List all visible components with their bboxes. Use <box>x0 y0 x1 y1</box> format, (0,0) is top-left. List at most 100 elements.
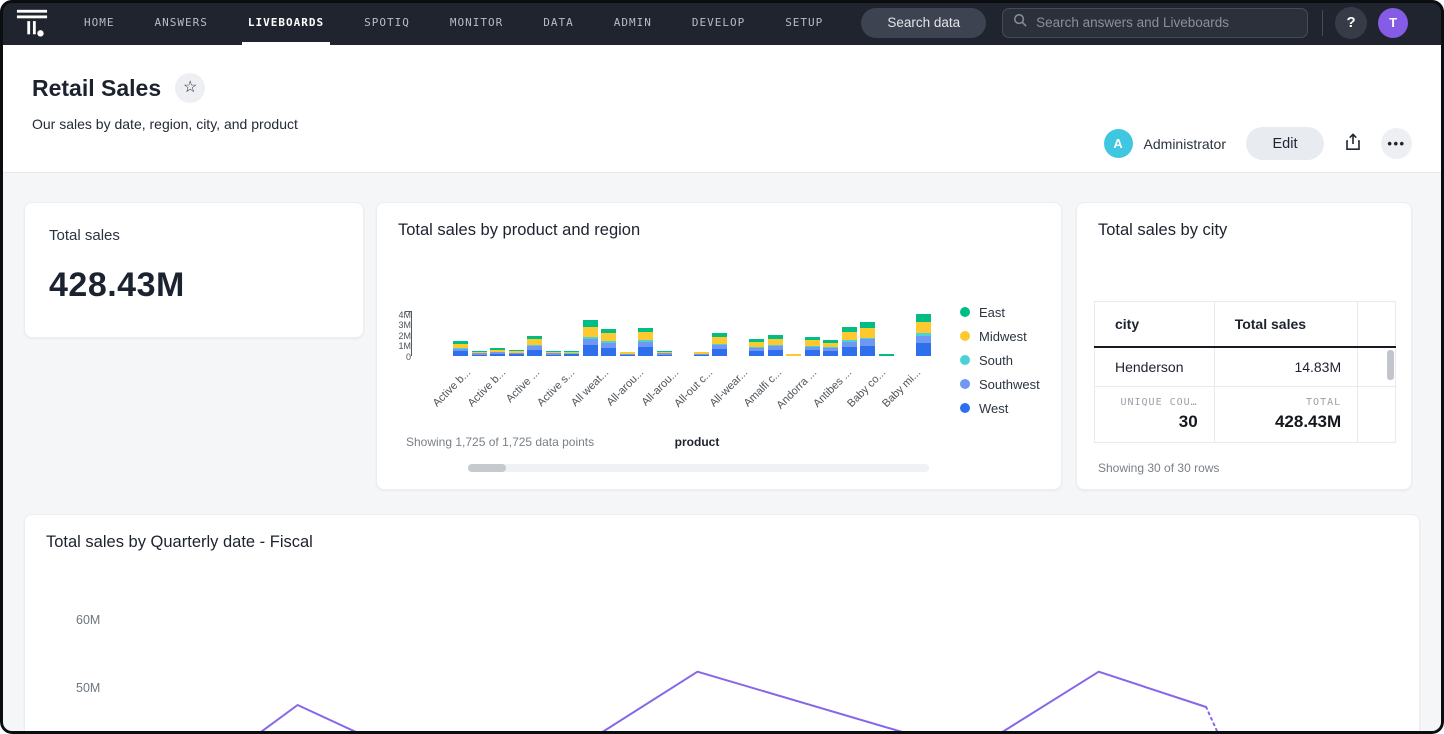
liveboard-header: Retail Sales ☆ Our sales by date, region… <box>0 45 1444 173</box>
user-avatar[interactable]: T <box>1378 7 1409 38</box>
line-chart-card[interactable]: Total sales by Quarterly date - Fiscal 6… <box>24 514 1420 734</box>
nav-item-monitor[interactable]: MONITOR <box>449 16 504 29</box>
author-avatar: A <box>1103 129 1133 158</box>
legend-label: Southwest <box>979 376 1040 392</box>
legend-item-southwest[interactable]: Southwest <box>960 372 1040 396</box>
city-sales-table: city Total sales Henderson 14.83M UNIQUE… <box>1094 301 1396 443</box>
bar-chart-card[interactable]: Total sales by product and region 4M 3M 2M… <box>376 202 1062 490</box>
stacked-bar[interactable] <box>656 350 672 356</box>
stacked-bar[interactable] <box>508 349 524 356</box>
legend-item-midwest[interactable]: Midwest <box>960 324 1040 348</box>
stacked-bar[interactable] <box>564 350 579 356</box>
stacked-bar[interactable] <box>786 354 801 356</box>
bar-y-tick: 2M <box>398 330 411 341</box>
bar-chart-axis-tick <box>405 311 411 312</box>
table-row[interactable]: Henderson 14.83M <box>1094 346 1396 387</box>
bar-y-tick: 4M <box>398 309 411 320</box>
stacked-bar[interactable] <box>490 348 505 356</box>
kpi-card-total-sales[interactable]: Total sales 428.43M <box>24 202 364 338</box>
stacked-bar[interactable] <box>804 337 820 356</box>
stacked-bar[interactable] <box>749 338 764 356</box>
nav-item-answers[interactable]: ANSWERS <box>154 16 208 29</box>
legend-item-south[interactable]: South <box>960 348 1040 372</box>
table-summary-row: UNIQUE COU… 30 TOTAL 428.43M <box>1094 386 1396 443</box>
search-data-button[interactable]: Search data <box>861 7 987 38</box>
table-card[interactable]: Total sales by city city Total sales Hen… <box>1076 202 1412 490</box>
sales-line-series[interactable] <box>1205 706 1220 734</box>
y-tick-50m: 50M <box>76 681 101 695</box>
nav-item-home[interactable]: HOME <box>84 16 115 29</box>
stacked-bar[interactable] <box>453 341 468 356</box>
cell-total-sales[interactable]: 14.83M <box>1213 346 1358 387</box>
stacked-bar[interactable] <box>823 340 838 356</box>
global-search[interactable] <box>1002 7 1309 38</box>
bar-y-tick: 1M <box>398 341 411 351</box>
bar-chart-title: Total sales by product and region <box>398 221 641 239</box>
sales-line-series[interactable] <box>251 704 371 734</box>
sales-line-series[interactable] <box>991 670 1208 734</box>
page-title: Retail Sales <box>32 74 162 101</box>
favorite-star-icon[interactable]: ☆ <box>175 73 206 103</box>
nav-item-spotiq[interactable]: SPOTIQ <box>364 16 410 29</box>
share-icon <box>1345 133 1361 154</box>
legend-dot-icon <box>960 403 970 413</box>
stacked-bar[interactable] <box>471 350 487 356</box>
data-points-count: Showing 1,725 of 1,725 data points <box>406 435 595 449</box>
stacked-bar[interactable] <box>638 327 653 356</box>
legend-item-west[interactable]: West <box>960 396 1040 420</box>
sales-line-series[interactable] <box>591 670 926 734</box>
stacked-bar[interactable] <box>545 350 561 356</box>
stacked-bar[interactable] <box>582 320 598 356</box>
nav-item-data[interactable]: DATA <box>543 16 574 29</box>
stacked-bar[interactable] <box>841 326 857 356</box>
legend-dot-icon <box>960 307 970 317</box>
liveboard-canvas: Total sales 428.43M Total sales by produ… <box>0 173 1444 734</box>
stacked-bar[interactable] <box>693 351 709 356</box>
summary-unique-value: 30 <box>1178 412 1198 431</box>
cell-city[interactable]: Henderson <box>1094 346 1215 387</box>
line-chart-plot[interactable] <box>25 515 1420 734</box>
help-button[interactable]: ? <box>1335 6 1368 39</box>
nav-item-liveboards[interactable]: LIVEBOARDS <box>228 0 344 45</box>
bar-y-tick: 0 <box>405 351 411 362</box>
summary-total-value: 428.43M <box>1274 412 1342 431</box>
summary-total: TOTAL 428.43M <box>1213 386 1358 443</box>
share-button[interactable] <box>1337 128 1368 159</box>
chart-scrollbar-thumb[interactable] <box>468 464 506 472</box>
column-header-spacer <box>1357 301 1396 348</box>
thoughtspot-logo-icon[interactable] <box>0 7 64 39</box>
bar-chart-plot[interactable] <box>453 314 931 356</box>
nav-item-develop[interactable]: DEVELOP <box>691 16 746 29</box>
chart-legend: East Midwest South Southwest West <box>960 300 1040 420</box>
search-icon <box>1013 13 1028 33</box>
nav-items: HOME ANSWERS LIVEBOARDS SPOTIQ MONITOR DATA AD… <box>64 0 843 45</box>
stacked-bar[interactable] <box>767 335 783 356</box>
chart-horizontal-scrollbar[interactable] <box>468 464 929 472</box>
search-input[interactable] <box>1036 15 1298 30</box>
stacked-bar[interactable] <box>527 335 542 356</box>
table-scrollbar-thumb[interactable] <box>1387 350 1394 380</box>
legend-dot-icon <box>960 331 970 341</box>
stacked-bar[interactable] <box>860 321 875 356</box>
table-title: Total sales by city <box>1098 221 1228 239</box>
legend-item-east[interactable]: East <box>960 300 1040 324</box>
nav-item-admin[interactable]: ADMIN <box>613 16 652 29</box>
stacked-bar[interactable] <box>601 328 616 356</box>
summary-total-label: TOTAL <box>1306 397 1342 408</box>
y-tick-60m: 60M <box>76 613 101 627</box>
legend-label: East <box>979 304 1006 320</box>
bar-chart-axis-line <box>411 311 412 356</box>
stacked-bar[interactable] <box>915 314 931 356</box>
more-options-button[interactable]: ••• <box>1381 128 1412 159</box>
stacked-bar[interactable] <box>878 353 894 356</box>
stacked-bar[interactable] <box>712 333 727 356</box>
column-header-total-sales[interactable]: Total sales <box>1213 301 1358 348</box>
edit-button[interactable]: Edit <box>1246 127 1324 160</box>
legend-dot-icon <box>960 355 970 365</box>
line-chart-title: Total sales by Quarterly date - Fiscal <box>46 533 313 551</box>
column-header-city[interactable]: city <box>1094 301 1215 348</box>
nav-item-setup[interactable]: SETUP <box>785 16 824 29</box>
stacked-bar[interactable] <box>619 351 635 356</box>
ellipsis-icon: ••• <box>1387 136 1406 151</box>
